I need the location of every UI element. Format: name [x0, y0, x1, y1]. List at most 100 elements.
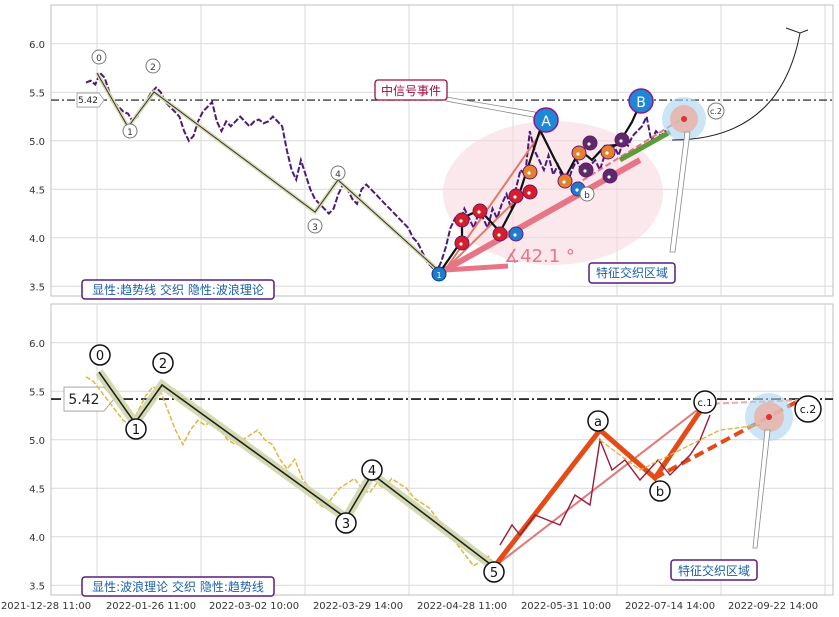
lower-zone-box [670, 559, 758, 581]
upper-wave-label-4: 4 [335, 170, 341, 180]
upper-wave-label-B: B [636, 95, 646, 111]
upper-wave-marker-2 [145, 58, 161, 74]
lower-zone-pointer [752, 429, 771, 549]
upper-signal-box [374, 79, 448, 101]
upper-legend-label: 显性:趋势线 交织 隐性:波浪理论 [92, 282, 264, 297]
upper-angle-label: ∡42.1 ° [504, 246, 575, 267]
upper-legend-box [81, 279, 275, 300]
upper-projection-arrowhead [785, 27, 809, 34]
p2-y-tick-4: 5.5 [29, 387, 45, 398]
upper-signal-dot-glyph-2 [477, 210, 481, 214]
upper-wave-marker-5 [431, 266, 447, 282]
upper-trend-line-a [444, 195, 521, 271]
lower-wave-label-0: 0 [96, 349, 104, 364]
upper-wave-marker-3 [307, 218, 323, 234]
lower-wave-labels: 0 1 2 3 4 5 a b c.1 c.2 [89, 344, 822, 583]
lower-wave-marker-2 [152, 352, 174, 374]
upper-signal-dot-glyph-7 [513, 233, 517, 237]
upper-wave-label-3: 3 [312, 223, 318, 233]
p1-y-tick-2: 4.5 [29, 185, 45, 196]
upper-wave-marker-B [628, 88, 654, 114]
upper-signal-dot-glyph-8 [562, 180, 566, 184]
upper-plot-area [51, 5, 833, 296]
upper-wave-label-1: 1 [127, 128, 133, 138]
lower-wave-line [98, 371, 495, 568]
x-tick-label-1: 2022-01-26 11:00 [106, 601, 196, 612]
upper-zone-box [588, 262, 676, 284]
lower-zone-label: 特征交织区域 [678, 563, 750, 578]
upper-wave-marker-b [579, 186, 595, 202]
lower-frame [50, 303, 834, 596]
upper-trend-extension [574, 119, 681, 186]
lower-price-series [85, 376, 497, 567]
x-tick-label-5: 2022-05-31 10:00 [521, 601, 611, 612]
upper-signal-dot-glyph-11 [583, 169, 587, 173]
lower-wave-label-a: a [594, 415, 602, 430]
x-tick-label-2: 2022-03-02 10:00 [209, 601, 299, 612]
upper-angle-baseline [444, 263, 509, 273]
p1-y-tick-0: 3.5 [29, 282, 45, 293]
upper-signal-dot-glyph-12 [605, 151, 609, 155]
upper-signal-dot-glyph-4 [513, 195, 517, 199]
p1-y-tick-1: 4.0 [29, 234, 45, 245]
upper-wave-marker-1 [122, 123, 138, 139]
lower-wave-label-3: 3 [342, 517, 350, 532]
upper-signal-dot-glyph-5 [527, 191, 531, 195]
p2-y-tick-0: 3.5 [29, 581, 45, 592]
lower-wave-label-2: 2 [159, 357, 167, 372]
lower-wave-marker-1 [125, 418, 147, 440]
lower-reference-label: 5.42 [68, 392, 99, 408]
upper-wave-labels: 0 1 2 3 4 1 A B c.2 b [91, 49, 725, 282]
x-axis: 2021-12-28 11:00 2022-01-26 11:00 2022-03-… [1, 601, 818, 612]
upper-wave-label-5: 1 [436, 271, 441, 280]
upper-frame [50, 4, 834, 297]
upper-signal-dot-glyph-9 [576, 152, 580, 156]
upper-wave-label-b: b [584, 191, 590, 201]
lower-price-zigzag [499, 414, 711, 546]
upper-signal-dot-glyph-1 [459, 219, 463, 223]
lower-trend-line [493, 403, 706, 568]
upper-reference-label: 5.42 [78, 96, 98, 106]
upper-signal-dot-glyph-10 [587, 142, 591, 146]
lower-plot-area [51, 304, 833, 595]
upper-wave-label-0: 0 [96, 54, 102, 64]
lower-wave-marker-3 [335, 512, 357, 534]
p1-y-tick-5: 6.0 [29, 40, 45, 51]
upper-zigzag-line [439, 103, 642, 273]
lower-price-series-tail [599, 424, 761, 471]
upper-wave-marker-4 [330, 165, 346, 181]
p1-y-tick-4: 5.5 [29, 88, 45, 99]
lower-chart-panel: 3.5 4.0 4.5 5.0 5.5 6.0 2021-12-28 11:00 2022-… [1, 303, 834, 612]
lower-wave-marker-a [587, 410, 609, 432]
lower-wave-marker-5 [483, 561, 505, 583]
upper-wave-marker-c2 [707, 102, 725, 120]
upper-y-axis: 3.5 4.0 4.5 5.0 5.5 6.0 [29, 40, 45, 293]
lower-wave-marker-0 [89, 344, 111, 366]
upper-wave-line [96, 72, 439, 271]
x-tick-label-6: 2022-07-14 14:00 [625, 601, 715, 612]
lower-wave-label-1: 1 [132, 423, 140, 438]
p1-y-tick-3: 5.0 [29, 137, 45, 148]
upper-green-segment [618, 129, 672, 163]
upper-wave-label-c2: c.2 [710, 107, 722, 116]
x-tick-label-3: 2022-03-29 14:00 [313, 601, 403, 612]
lower-wave-marker-c2 [794, 395, 822, 423]
upper-wave-marker-0 [91, 49, 107, 65]
upper-signal-dots [454, 132, 630, 251]
upper-reference-tag: 5.42 [76, 92, 105, 108]
upper-wave-marker-A [533, 107, 559, 133]
p2-y-tick-5: 6.0 [29, 339, 45, 350]
lower-wave-label-c2: c.2 [800, 403, 817, 416]
lower-wave-label-c1: c.1 [697, 398, 712, 409]
lower-abc-wave [492, 402, 708, 569]
lower-wave-marker-4 [361, 459, 383, 481]
p2-y-tick-2: 4.5 [29, 484, 45, 495]
upper-target-dot [681, 116, 687, 122]
lower-wave-marker-c1 [693, 390, 717, 414]
upper-zone-pointer [669, 131, 691, 253]
upper-projection-arc [671, 32, 801, 141]
upper-zone-label: 特征交织区域 [596, 265, 668, 280]
upper-chart-panel: 3.5 4.0 4.5 5.0 5.5 6.0 5.42 ∡42.1 ° [29, 4, 834, 300]
x-tick-label-0: 2021-12-28 11:00 [1, 601, 91, 612]
